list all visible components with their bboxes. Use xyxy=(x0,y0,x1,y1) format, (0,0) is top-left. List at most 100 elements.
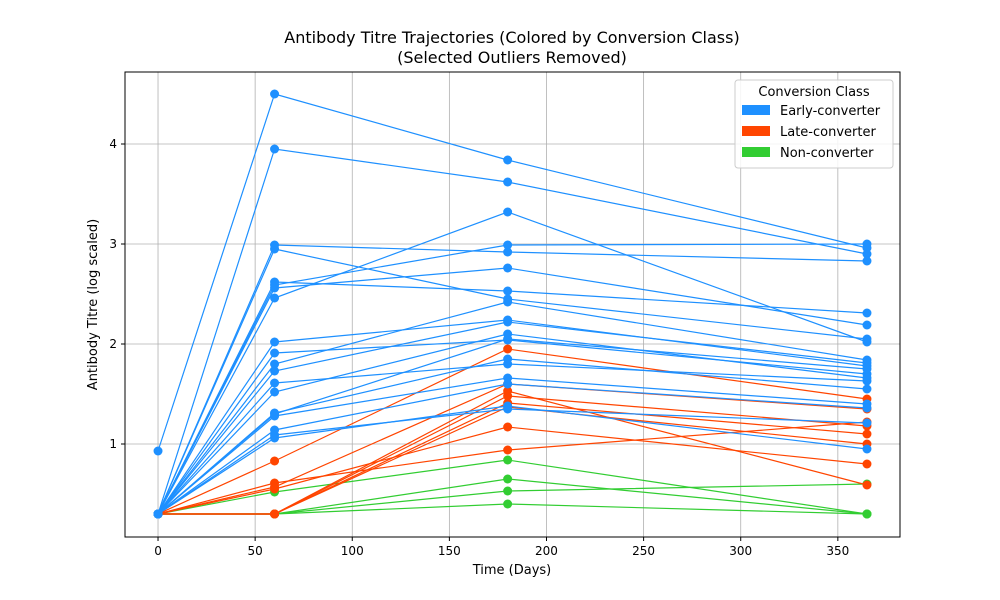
x-tick-label: 150 xyxy=(438,544,461,558)
data-point xyxy=(270,378,280,388)
data-point xyxy=(270,283,280,293)
series-line xyxy=(157,338,868,515)
legend-label-early-converter: Early-converter xyxy=(780,104,881,119)
legend-swatch-early-converter xyxy=(742,105,770,115)
data-point xyxy=(503,354,513,364)
data-point xyxy=(270,244,280,254)
data-point xyxy=(503,334,513,344)
data-point xyxy=(862,320,872,330)
x-tick-label: 250 xyxy=(632,544,655,558)
data-point xyxy=(270,359,280,369)
data-point xyxy=(503,386,513,396)
data-point xyxy=(270,484,280,494)
data-point xyxy=(270,337,280,347)
data-point xyxy=(270,89,280,99)
data-point xyxy=(862,249,872,259)
x-tick-label: 350 xyxy=(826,544,849,558)
data-point xyxy=(503,344,513,354)
data-point xyxy=(270,433,280,443)
legend-swatch-late-converter xyxy=(742,126,770,136)
legend-box xyxy=(734,79,894,169)
data-point xyxy=(270,456,280,466)
data-point xyxy=(503,401,513,411)
data-point xyxy=(153,509,163,519)
chart-title-line-2: (Selected Outliers Removed) xyxy=(397,48,627,67)
x-tick-label: 0 xyxy=(154,544,162,558)
series-line xyxy=(157,363,868,515)
series-line xyxy=(157,333,868,515)
x-tick-label: 300 xyxy=(729,544,752,558)
data-point xyxy=(862,384,872,394)
plot-area-frame xyxy=(124,71,901,538)
data-point xyxy=(503,286,513,296)
data-point xyxy=(862,459,872,469)
series-line xyxy=(157,383,868,515)
data-point xyxy=(862,364,872,374)
series-line xyxy=(157,244,868,515)
data-point xyxy=(503,474,513,484)
x-axis: 0 50 100 150 200 250 300 350 xyxy=(154,537,849,558)
data-point xyxy=(503,379,513,389)
chart-title-line-1: Antibody Titre Trajectories (Colored by … xyxy=(284,28,739,47)
series-line xyxy=(157,377,868,515)
y-tick-label: 2 xyxy=(109,337,117,351)
x-tick-label: 200 xyxy=(535,544,558,558)
y-axis: 1 2 3 4 xyxy=(109,137,125,451)
legend: Conversion Class Early-converter Late-co… xyxy=(734,79,894,169)
series-line xyxy=(157,248,868,515)
data-point xyxy=(862,373,872,383)
series-line xyxy=(157,321,868,515)
data-point xyxy=(270,144,280,154)
data-point xyxy=(862,239,872,249)
legend-label-late-converter: Late-converter xyxy=(780,125,876,140)
series-line xyxy=(157,421,868,515)
series-early-converter-19 xyxy=(153,334,872,519)
data-point xyxy=(503,177,513,187)
x-tick-label: 100 xyxy=(341,544,364,558)
data-point xyxy=(503,247,513,257)
x-tick-label: 50 xyxy=(247,544,262,558)
data-point xyxy=(503,317,513,327)
y-tick-label: 3 xyxy=(109,237,117,251)
data-point xyxy=(270,409,280,419)
data-point xyxy=(862,509,872,519)
legend-label-non-converter: Non-converter xyxy=(780,146,874,161)
data-point xyxy=(862,337,872,347)
data-point xyxy=(503,155,513,165)
y-tick-label: 1 xyxy=(109,437,117,451)
data-point xyxy=(503,297,513,307)
series-early-converter-0 xyxy=(153,89,872,456)
series-layer xyxy=(153,89,872,519)
data-point xyxy=(503,486,513,496)
series-line xyxy=(157,93,868,452)
data-point xyxy=(270,348,280,358)
series-early-converter-16 xyxy=(153,379,872,519)
data-point xyxy=(862,308,872,318)
data-point xyxy=(503,455,513,465)
data-point xyxy=(503,499,513,509)
data-point xyxy=(270,366,280,376)
legend-swatch-non-converter xyxy=(742,147,770,157)
data-point xyxy=(862,256,872,266)
data-point xyxy=(270,387,280,397)
data-point xyxy=(270,293,280,303)
series-line xyxy=(157,211,868,515)
x-axis-label: Time (Days) xyxy=(472,563,552,578)
y-axis-label: Antibody Titre (log scaled) xyxy=(86,219,101,390)
data-point xyxy=(503,240,513,250)
series-line xyxy=(157,267,868,515)
legend-title: Conversion Class xyxy=(758,85,869,100)
data-point xyxy=(503,445,513,455)
series-line xyxy=(157,281,868,515)
series-line xyxy=(157,301,868,515)
data-point xyxy=(270,509,280,519)
series-line xyxy=(158,390,868,515)
data-point xyxy=(503,422,513,432)
data-point xyxy=(862,418,872,428)
y-tick-label: 4 xyxy=(109,137,117,151)
data-point xyxy=(503,207,513,217)
series-line xyxy=(157,148,868,515)
data-point xyxy=(862,403,872,413)
series-line xyxy=(157,405,868,515)
